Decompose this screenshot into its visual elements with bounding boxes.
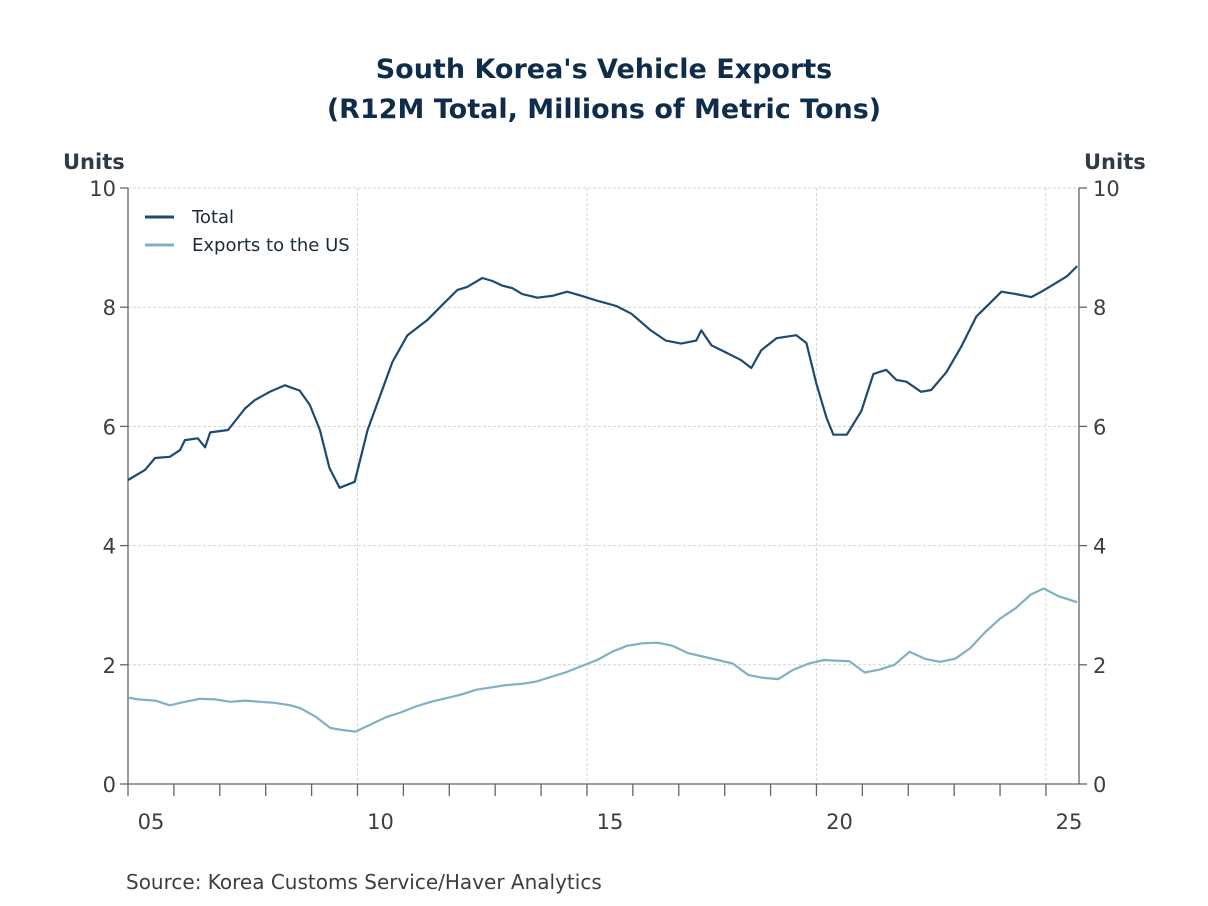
x-tick-label: 05 [138,810,165,834]
y-tick-label-right: 2 [1093,654,1106,678]
axes: 0 0 2 2 4 4 6 6 8 8 10 10 05 10 15 20 25 [89,177,1119,834]
y-tick-label-left: 4 [103,535,116,559]
y-tick-label-right: 6 [1093,415,1106,439]
y-tick-label-left: 10 [89,177,116,201]
legend: Total Exports to the US [145,207,350,256]
y-tick-label-left: 2 [103,654,116,678]
x-tick-label: 20 [826,810,853,834]
y-tick-label-right: 10 [1093,177,1120,201]
x-tick-label: 15 [597,810,624,834]
y-tick-label-right: 4 [1093,535,1106,559]
series-line-total [127,265,1078,489]
x-tick-label: 25 [1056,810,1083,834]
legend-label-us: Exports to the US [192,235,350,256]
gridlines [128,187,1079,784]
legend-label-total: Total [191,207,234,228]
series-lines [127,265,1078,733]
y-tick-label-left: 6 [103,415,116,439]
series-line-us [127,587,1078,733]
y-tick-label-right: 8 [1093,296,1106,320]
y-tick-label-right: 0 [1093,773,1106,797]
y-axis-label-left: Units [63,150,125,174]
y-tick-label-left: 8 [103,296,116,320]
source-note: Source: Korea Customs Service/Haver Anal… [126,870,602,894]
y-tick-label-left: 0 [103,773,116,797]
chart-title: South Korea's Vehicle Exports [375,54,833,85]
chart-subtitle: (R12M Total, Millions of Metric Tons) [326,94,882,125]
x-tick-label: 10 [367,810,394,834]
y-axis-label-right: Units [1084,150,1146,174]
